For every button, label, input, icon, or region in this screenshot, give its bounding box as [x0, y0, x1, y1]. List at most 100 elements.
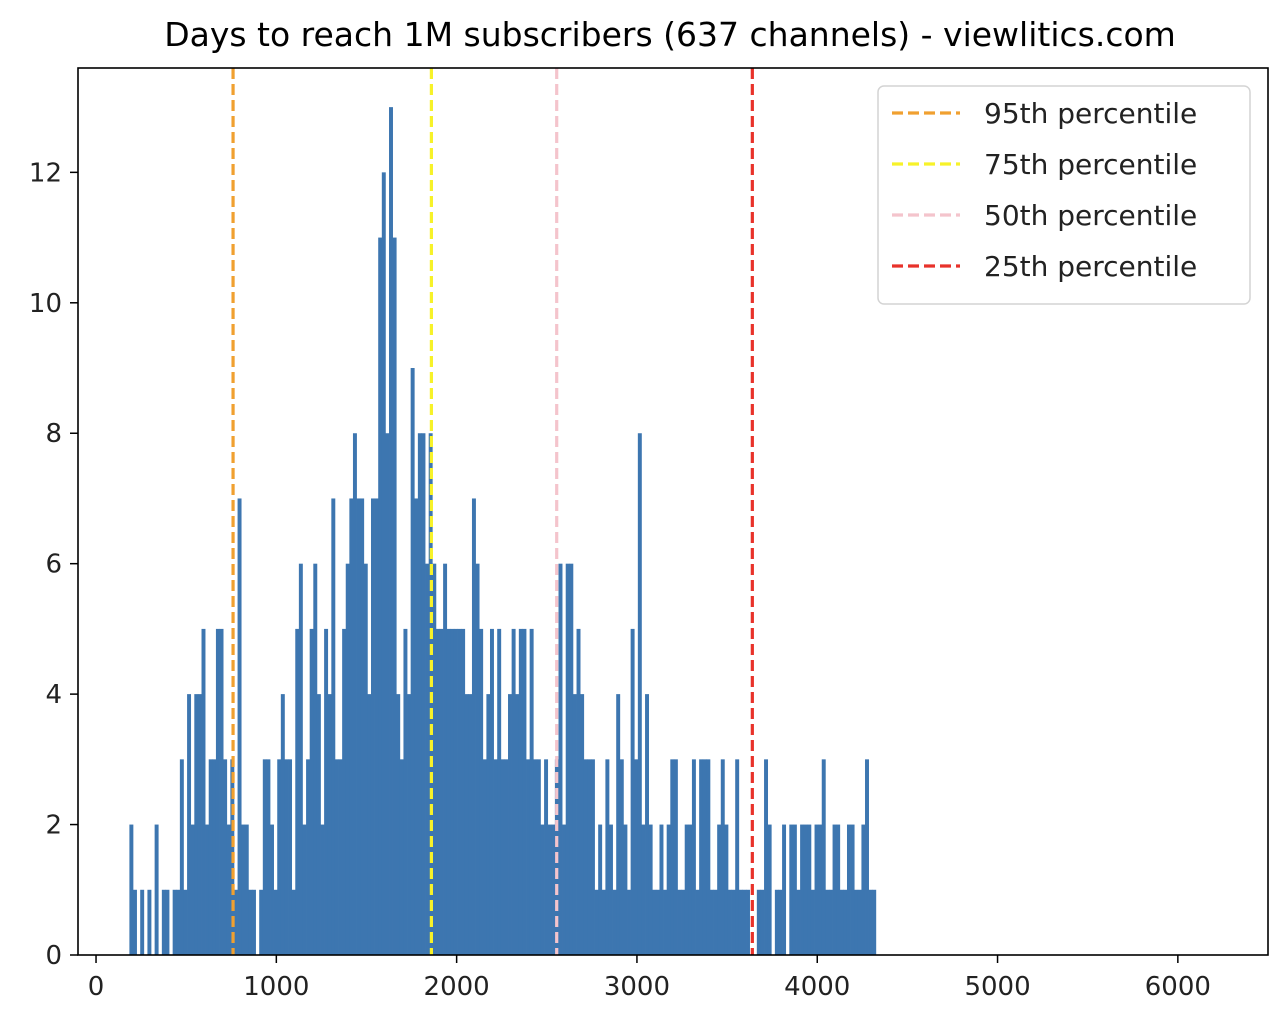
histogram-bar [713, 889, 718, 955]
histogram-bar [839, 889, 844, 955]
histogram-bar [709, 889, 714, 955]
histogram-bar [251, 889, 256, 955]
histogram-bar [724, 824, 729, 955]
histogram-bar [233, 889, 238, 955]
histogram-bar [767, 824, 772, 955]
histogram-bar [612, 889, 617, 955]
histogram-bar [706, 759, 711, 955]
histogram-bar [475, 563, 480, 955]
plot-frame [77, 67, 1269, 956]
histogram-bar [417, 433, 422, 955]
histogram-bar [450, 628, 455, 955]
histogram-bar [154, 824, 159, 955]
histogram-bar [850, 824, 855, 955]
histogram-bar [601, 889, 606, 955]
histogram-bar [746, 889, 750, 955]
histogram-bar [280, 694, 285, 955]
histogram-bar [504, 759, 509, 955]
histogram-bar [349, 498, 354, 955]
y-tick-label: 10 [29, 289, 62, 319]
histogram-bar [331, 498, 336, 955]
histogram-bar [681, 889, 686, 955]
histogram-bar [165, 889, 170, 955]
histogram-bar [363, 563, 368, 955]
histogram-bar [540, 824, 545, 955]
histogram-bar [569, 563, 574, 955]
histogram-bar [857, 889, 862, 955]
histogram-bar [677, 889, 682, 955]
histogram-bar [742, 889, 747, 955]
histogram-bar [345, 563, 350, 955]
histogram-bar [774, 889, 779, 955]
x-tick-label: 6000 [1145, 972, 1211, 1002]
x-tick-label: 1000 [243, 972, 309, 1002]
histogram-bar [266, 759, 271, 955]
histogram-bar [547, 824, 552, 955]
histogram-bar [385, 433, 390, 955]
histogram-bar [634, 759, 639, 955]
histogram-bar [659, 824, 664, 955]
histogram-bar [735, 759, 740, 955]
histogram-bar [807, 824, 812, 955]
y-tick-label: 6 [45, 550, 62, 580]
histogram-bar [865, 759, 869, 955]
y-tick-label: 2 [45, 811, 62, 841]
histogram-bar [435, 628, 440, 955]
histogram-bar [378, 237, 383, 955]
legend-label: 50th percentile [984, 199, 1197, 232]
legend-label: 25th percentile [984, 250, 1197, 283]
histogram-bar [825, 889, 830, 955]
histogram-bar [500, 759, 505, 955]
histogram-bar [533, 759, 538, 955]
histogram-bar [688, 824, 693, 955]
histogram-bar [132, 889, 137, 955]
histogram-bar [695, 889, 700, 955]
x-tick-label: 3000 [604, 972, 670, 1002]
histogram-bar [691, 759, 696, 955]
histogram-bar [836, 824, 841, 955]
histogram-bar [673, 759, 678, 955]
histogram-bar [313, 563, 318, 955]
histogram-bar [342, 628, 347, 955]
histogram-bar [645, 694, 650, 955]
histogram-bar [284, 759, 289, 955]
histogram-bar [161, 889, 166, 955]
histogram-bar [327, 694, 332, 955]
histogram-bar [598, 824, 603, 955]
histogram-bar [291, 889, 296, 955]
histogram-bar [562, 824, 567, 955]
histogram-bar [756, 889, 761, 955]
histogram-bar [273, 889, 278, 955]
histogram-bar [572, 694, 577, 955]
histogram-bar [828, 889, 833, 955]
histogram-bar [652, 889, 657, 955]
histogram-bar [778, 889, 783, 955]
histogram-bar [800, 824, 805, 955]
histogram-bar [320, 824, 325, 955]
histogram-bar [248, 889, 253, 955]
histogram-bar [219, 628, 224, 955]
legend-label: 95th percentile [984, 97, 1197, 130]
histogram-bar [381, 172, 386, 956]
histogram-bar [526, 759, 531, 955]
histogram-bar [432, 563, 437, 955]
histogram-bar [792, 824, 797, 955]
histogram-bar [410, 368, 415, 955]
x-tick-label: 0 [88, 972, 105, 1002]
histogram-bar [425, 563, 430, 955]
legend-box [877, 85, 1251, 305]
histogram-bar [205, 824, 210, 955]
histogram-bar [471, 498, 476, 955]
histogram-bar [764, 759, 769, 955]
histogram-bar [489, 628, 494, 955]
histogram-bar [699, 759, 704, 955]
histogram-bar [702, 759, 707, 955]
histogram-bar [147, 889, 152, 955]
histogram-bar [789, 824, 794, 955]
legend: 95th percentile 75th percentile 50th perce… [877, 85, 1251, 305]
histogram-bar [648, 824, 653, 955]
histogram-bar [821, 759, 826, 955]
histogram-bar [241, 824, 246, 955]
histogram-bar [670, 759, 675, 955]
